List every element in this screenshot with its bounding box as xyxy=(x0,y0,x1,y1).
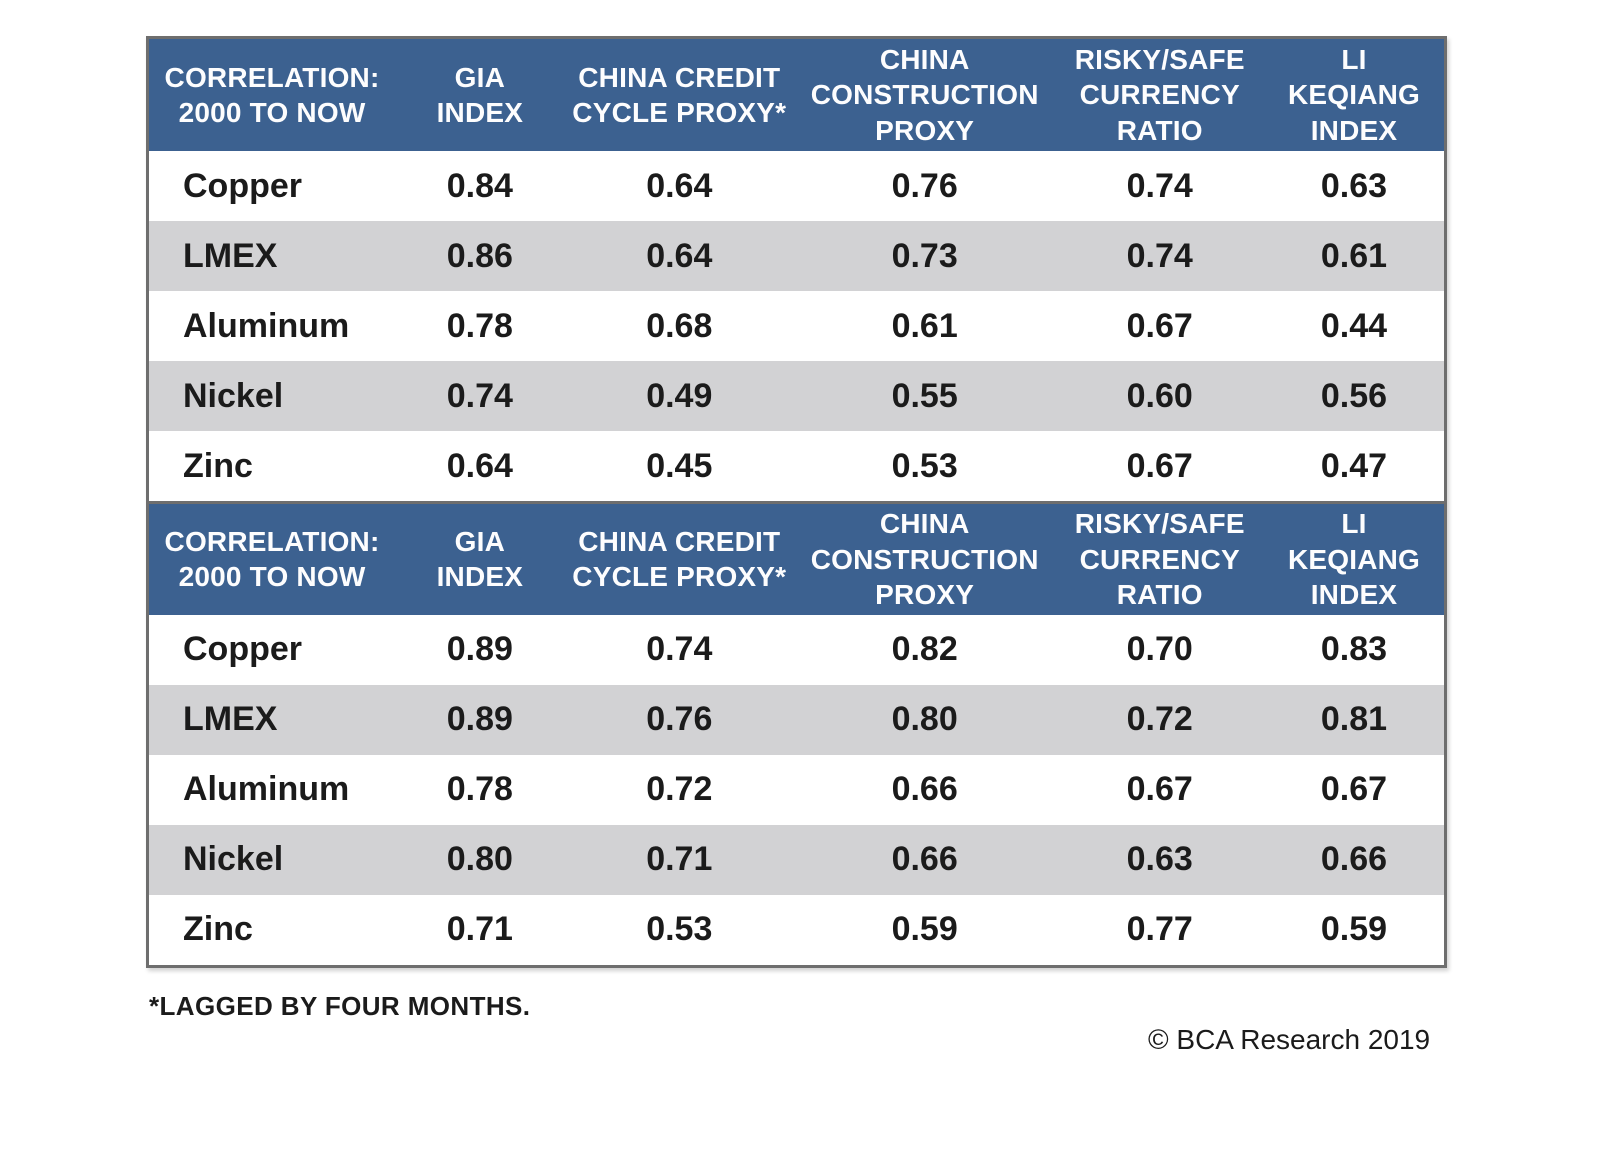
value-cell: 0.44 xyxy=(1263,291,1444,361)
correlation-tables: CORRELATION: 2000 TO NOW GIA INDEX CHINA C… xyxy=(146,36,1447,968)
column-header: CHINA CONSTRUCTION PROXY xyxy=(793,502,1056,615)
value-cell: 0.70 xyxy=(1055,614,1264,685)
value-cell: 0.64 xyxy=(564,151,794,221)
value-cell: 0.67 xyxy=(1263,754,1444,825)
value-cell: 0.61 xyxy=(1263,221,1444,291)
value-cell: 0.59 xyxy=(1263,894,1444,965)
column-header: CORRELATION: 2000 TO NOW xyxy=(149,502,396,615)
row-label: Zinc xyxy=(149,894,396,965)
value-cell: 0.45 xyxy=(564,431,794,501)
row-label: Nickel xyxy=(149,824,396,895)
row-label: Aluminum xyxy=(149,291,396,361)
column-header: GIA INDEX xyxy=(395,39,565,151)
row-label: LMEX xyxy=(149,221,396,291)
table-row: Copper 0.84 0.64 0.76 0.74 0.63 xyxy=(149,151,1444,221)
value-cell: 0.80 xyxy=(793,684,1056,755)
header-row: CORRELATION: 2000 TO NOW GIA INDEX CHINA C… xyxy=(149,502,1444,615)
value-cell: 0.84 xyxy=(395,151,565,221)
row-label: Nickel xyxy=(149,361,396,431)
value-cell: 0.67 xyxy=(1055,754,1264,825)
row-label: LMEX xyxy=(149,684,396,755)
value-cell: 0.78 xyxy=(395,754,565,825)
copyright: © BCA Research 2019 xyxy=(1148,1024,1431,1055)
column-header: CHINA CREDIT CYCLE PROXY* xyxy=(564,502,794,615)
value-cell: 0.64 xyxy=(564,221,794,291)
value-cell: 0.74 xyxy=(564,614,794,685)
value-cell: 0.74 xyxy=(1055,151,1264,221)
table-row: Copper 0.89 0.74 0.82 0.70 0.83 xyxy=(149,614,1444,685)
value-cell: 0.67 xyxy=(1055,431,1264,501)
value-cell: 0.47 xyxy=(1263,431,1444,501)
table-row: LMEX 0.86 0.64 0.73 0.74 0.61 xyxy=(149,221,1444,291)
value-cell: 0.67 xyxy=(1055,291,1264,361)
value-cell: 0.63 xyxy=(1055,824,1264,895)
column-header: GIA INDEX xyxy=(395,502,565,615)
column-header: RISKY/SAFE CURRENCY RATIO xyxy=(1055,502,1264,615)
row-label: Zinc xyxy=(149,431,396,501)
value-cell: 0.63 xyxy=(1263,151,1444,221)
column-header: CHINA CONSTRUCTION PROXY xyxy=(793,39,1056,151)
row-label: Aluminum xyxy=(149,754,396,825)
value-cell: 0.53 xyxy=(793,431,1056,501)
value-cell: 0.76 xyxy=(793,151,1056,221)
table-row: Zinc 0.71 0.53 0.59 0.77 0.59 xyxy=(149,894,1444,965)
value-cell: 0.56 xyxy=(1263,361,1444,431)
value-cell: 0.59 xyxy=(793,894,1056,965)
value-cell: 0.89 xyxy=(395,684,565,755)
column-header: LI KEQIANG INDEX xyxy=(1263,39,1444,151)
value-cell: 0.71 xyxy=(564,824,794,895)
value-cell: 0.80 xyxy=(395,824,565,895)
value-cell: 0.72 xyxy=(564,754,794,825)
value-cell: 0.66 xyxy=(793,754,1056,825)
value-cell: 0.74 xyxy=(395,361,565,431)
column-header: CORRELATION: 2000 TO NOW xyxy=(149,39,396,151)
value-cell: 0.89 xyxy=(395,614,565,685)
value-cell: 0.83 xyxy=(1263,614,1444,685)
row-label: Copper xyxy=(149,151,396,221)
value-cell: 0.73 xyxy=(793,221,1056,291)
footnote: *LAGGED BY FOUR MONTHS. xyxy=(149,991,531,1021)
table-row: Nickel 0.80 0.71 0.66 0.63 0.66 xyxy=(149,824,1444,895)
value-cell: 0.71 xyxy=(395,894,565,965)
column-header: CHINA CREDIT CYCLE PROXY* xyxy=(564,39,794,151)
value-cell: 0.78 xyxy=(395,291,565,361)
correlation-table-1: CORRELATION: 2000 TO NOW GIA INDEX CHINA C… xyxy=(149,39,1444,501)
column-header: RISKY/SAFE CURRENCY RATIO xyxy=(1055,39,1264,151)
value-cell: 0.72 xyxy=(1055,684,1264,755)
value-cell: 0.81 xyxy=(1263,684,1444,755)
value-cell: 0.61 xyxy=(793,291,1056,361)
table-row: Zinc 0.64 0.45 0.53 0.67 0.47 xyxy=(149,431,1444,501)
value-cell: 0.64 xyxy=(395,431,565,501)
value-cell: 0.77 xyxy=(1055,894,1264,965)
value-cell: 0.66 xyxy=(793,824,1056,895)
column-header: LI KEQIANG INDEX xyxy=(1263,502,1444,615)
row-label: Copper xyxy=(149,614,396,685)
value-cell: 0.76 xyxy=(564,684,794,755)
value-cell: 0.60 xyxy=(1055,361,1264,431)
correlation-table-2: CORRELATION: 2000 TO NOW GIA INDEX CHINA C… xyxy=(149,501,1444,965)
table-row: Aluminum 0.78 0.72 0.66 0.67 0.67 xyxy=(149,754,1444,825)
value-cell: 0.49 xyxy=(564,361,794,431)
value-cell: 0.86 xyxy=(395,221,565,291)
value-cell: 0.53 xyxy=(564,894,794,965)
value-cell: 0.66 xyxy=(1263,824,1444,895)
table-row: LMEX 0.89 0.76 0.80 0.72 0.81 xyxy=(149,684,1444,755)
value-cell: 0.55 xyxy=(793,361,1056,431)
table-row: Aluminum 0.78 0.68 0.61 0.67 0.44 xyxy=(149,291,1444,361)
value-cell: 0.82 xyxy=(793,614,1056,685)
table-row: Nickel 0.74 0.49 0.55 0.60 0.56 xyxy=(149,361,1444,431)
header-row: CORRELATION: 2000 TO NOW GIA INDEX CHINA C… xyxy=(149,39,1444,151)
value-cell: 0.74 xyxy=(1055,221,1264,291)
value-cell: 0.68 xyxy=(564,291,794,361)
